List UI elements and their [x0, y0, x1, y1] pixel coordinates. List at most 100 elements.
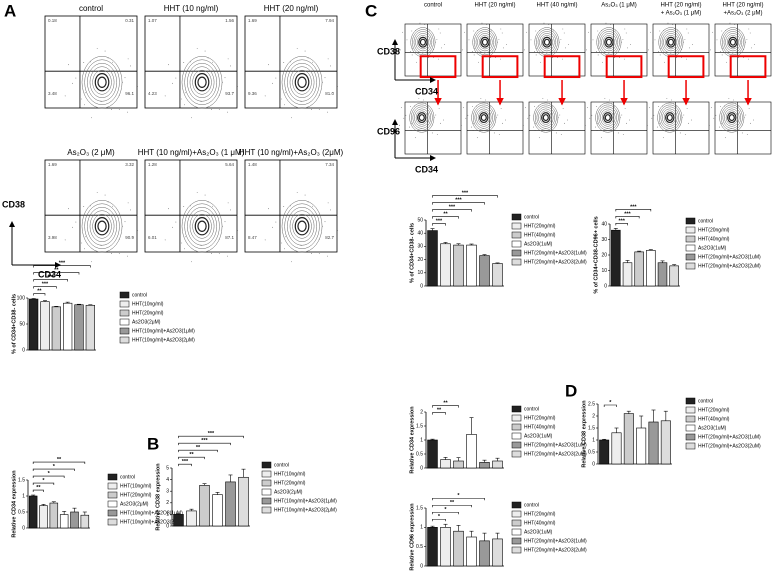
contour: [536, 106, 556, 129]
quadrant-value: 6.01: [148, 235, 157, 240]
dot: [433, 117, 435, 118]
plot-frame: [144, 159, 238, 253]
contour: [722, 29, 744, 56]
sig-bracket: [615, 216, 640, 219]
sig-label: *: [609, 400, 612, 406]
sig-label: **: [37, 288, 42, 294]
sig-label: *: [42, 478, 45, 484]
dot: [111, 109, 112, 110]
dot: [322, 225, 323, 227]
contour: [478, 35, 491, 50]
y-tick-label: 1: [420, 525, 423, 531]
sig-label: *: [48, 471, 51, 477]
dot: [721, 123, 722, 124]
quadrant-value: 8.47: [248, 235, 257, 240]
dot: [613, 132, 614, 134]
column-header: HHT (40 ng/ml): [537, 3, 578, 9]
dot: [592, 39, 594, 41]
dot: [477, 30, 479, 32]
dot: [91, 261, 92, 263]
bar: [648, 421, 659, 465]
y-axis-label: % of CD34+CD38-CD96+ cells: [593, 216, 599, 293]
dot: [436, 39, 438, 41]
dot: [715, 114, 717, 116]
contour: [197, 76, 207, 88]
y-tick-label: 1: [166, 512, 169, 518]
legend-swatch: [685, 397, 696, 405]
dot: [418, 98, 420, 99]
legend-swatch: [685, 424, 696, 432]
dot: [200, 245, 202, 246]
dot: [311, 109, 312, 110]
sig-bracket: [33, 272, 80, 275]
legend-label: HHT(20ng/ml): [524, 415, 556, 421]
dot: [64, 95, 66, 97]
sig-label: ***: [42, 281, 49, 287]
dot: [597, 54, 599, 56]
contour: [92, 213, 112, 239]
sig-bracket: [32, 475, 65, 479]
dot: [84, 236, 86, 238]
dot: [318, 108, 320, 110]
legend-label: HHT(40ng/ml): [524, 232, 556, 238]
dot: [473, 123, 474, 124]
dot: [183, 248, 185, 250]
dot: [601, 30, 603, 32]
dot: [676, 57, 678, 58]
dot: [498, 134, 500, 135]
bar: [80, 514, 90, 529]
dot: [560, 39, 562, 41]
dot: [628, 119, 630, 121]
dot: [332, 235, 334, 237]
y-axis-label: Relative CD38 expression: [155, 463, 161, 531]
plot-frame: [44, 159, 138, 253]
dot: [748, 28, 750, 30]
sig-label: ***: [436, 219, 443, 225]
legend-label: As2O3(2μM): [132, 319, 161, 325]
dot: [427, 105, 429, 107]
dot: [284, 92, 286, 94]
dot: [539, 30, 541, 32]
contour: [663, 33, 679, 52]
dot: [283, 206, 285, 207]
dot: [412, 47, 414, 49]
dot: [472, 106, 474, 107]
dot: [657, 126, 658, 128]
gate-box: [481, 55, 519, 79]
y-tick-label: 20: [601, 252, 607, 258]
y-tick-label: 0: [22, 525, 25, 531]
dot: [544, 128, 546, 129]
legend-swatch: [107, 491, 118, 499]
legend-label: HHT(20ng/ml)+As2O3(1uM): [524, 442, 587, 448]
legend-swatch: [511, 213, 522, 221]
sig-bracket: [432, 223, 446, 226]
dot: [674, 28, 676, 29]
dot: [64, 239, 66, 241]
column-header: + As₂O₃ (1 μM): [661, 11, 701, 17]
dot: [420, 128, 422, 129]
dot: [189, 205, 191, 207]
dot: [237, 86, 238, 87]
dot: [324, 77, 326, 79]
dot: [272, 82, 273, 84]
dot: [679, 132, 681, 134]
legend-label: control: [524, 214, 539, 220]
dot: [524, 107, 526, 109]
dot: [563, 32, 565, 34]
dot: [613, 105, 615, 107]
legend-swatch: [511, 546, 522, 554]
dot: [596, 129, 598, 131]
dot: [658, 106, 660, 107]
y-tick-label: 5: [166, 465, 169, 471]
dot: [586, 49, 587, 51]
dot: [191, 117, 192, 119]
bar: [199, 485, 210, 527]
dot: [748, 107, 750, 109]
dot: [660, 47, 662, 49]
dot: [524, 49, 525, 51]
contour: [87, 206, 118, 246]
legend-label: HHT(20ng/ml)+As2O3(1uM): [698, 434, 761, 440]
contour: [728, 36, 738, 48]
contour: [181, 56, 223, 109]
dot: [137, 230, 138, 231]
